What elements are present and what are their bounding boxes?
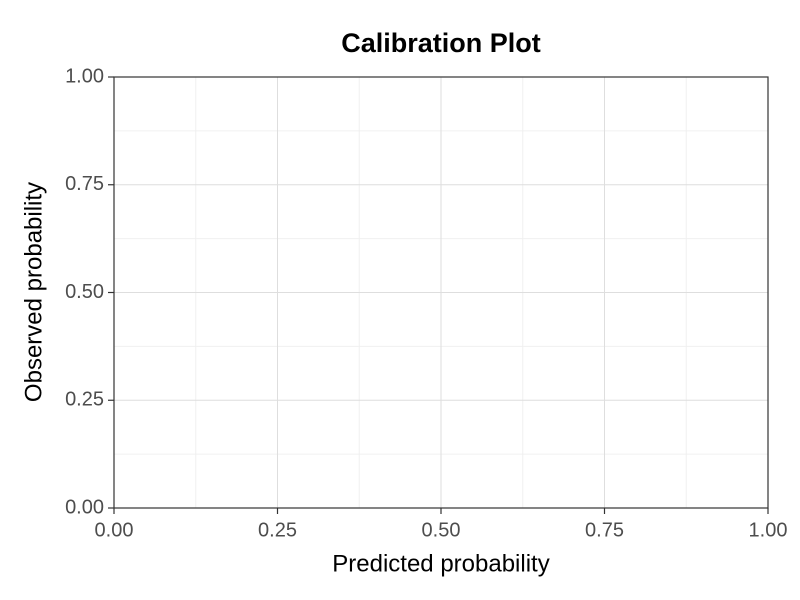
x-tick-label: 0.25 [258, 519, 297, 541]
y-tick-label: 0.50 [65, 281, 104, 303]
x-tick-label: 0.00 [95, 519, 134, 541]
y-tick-label: 1.00 [65, 65, 104, 87]
x-tick-label: 1.00 [749, 519, 788, 541]
x-tick-label: 0.75 [585, 519, 624, 541]
x-axis-label: Predicted probability [332, 550, 549, 577]
x-tick-label: 0.50 [422, 519, 461, 541]
y-axis-label: Observed probability [20, 182, 47, 402]
y-tick-label: 0.75 [65, 173, 104, 195]
chart-title: Calibration Plot [341, 28, 541, 58]
y-tick-label: 0.00 [65, 496, 104, 518]
y-tick-label: 0.25 [65, 389, 104, 411]
panel-border [113, 76, 769, 509]
